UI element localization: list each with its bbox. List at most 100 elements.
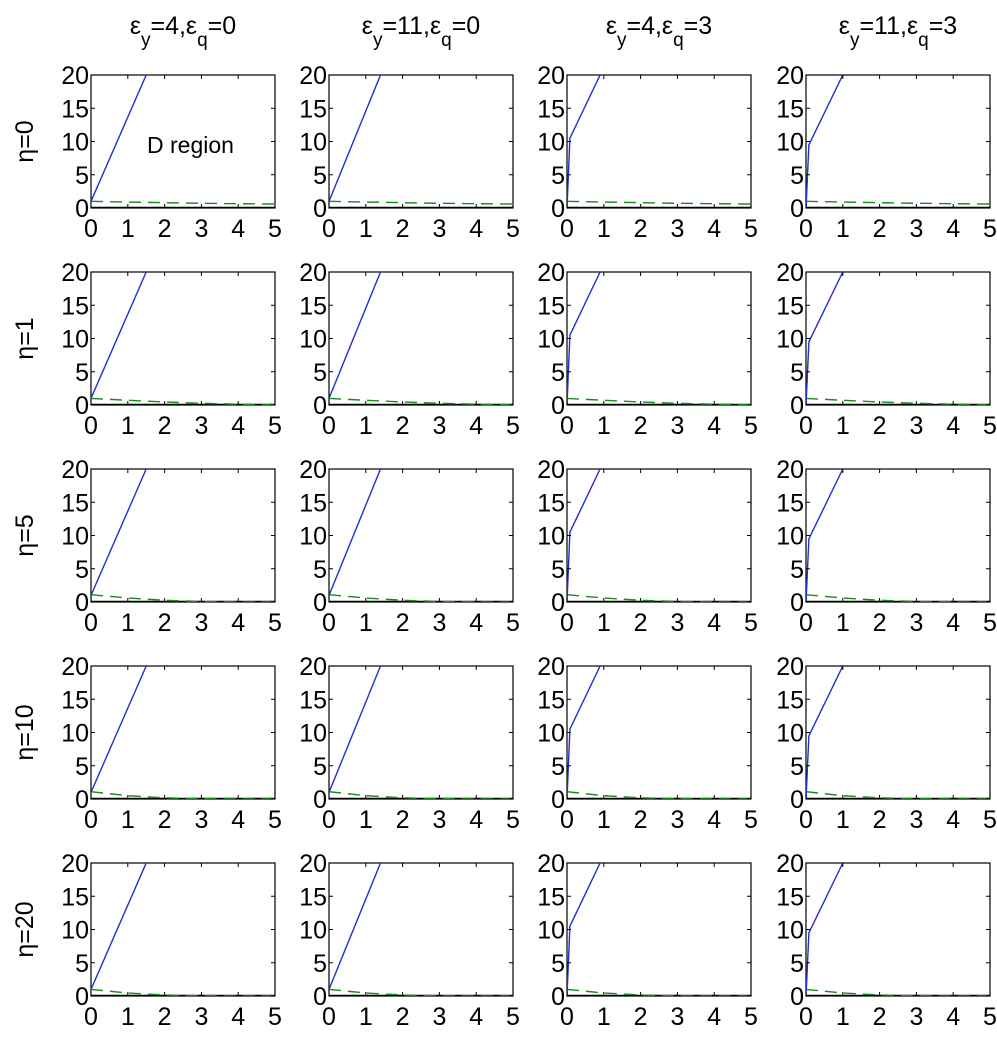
x-tick-label: 1 <box>597 609 611 637</box>
dashed-series-line <box>806 397 990 405</box>
y-tick-label: 20 <box>537 62 565 90</box>
y-tick-label: 5 <box>790 162 804 190</box>
y-tick-label: 20 <box>537 456 565 484</box>
x-tick-label: 1 <box>836 412 850 440</box>
y-tick-label: 10 <box>537 523 565 551</box>
y-tick-label: 15 <box>537 686 565 714</box>
x-tick-label: 3 <box>432 1003 446 1031</box>
plot-area <box>567 469 751 602</box>
y-tick-label: 10 <box>776 129 804 157</box>
x-tick-label: 5 <box>983 215 997 243</box>
plot-area <box>806 469 990 602</box>
axes-frame <box>90 74 276 209</box>
x-tick-label: 2 <box>396 215 410 243</box>
x-tick-label: 2 <box>634 1003 648 1031</box>
y-tick-label: 0 <box>313 392 327 420</box>
x-tick-label: 5 <box>506 215 520 243</box>
plot-area <box>567 863 751 996</box>
y-tick-label: 15 <box>299 95 327 123</box>
x-tick-label: 0 <box>322 609 336 637</box>
x-tick-label: 3 <box>194 806 208 834</box>
dashed-series-line <box>329 791 513 799</box>
x-tick-label: 5 <box>506 609 520 637</box>
x-tick-label: 4 <box>946 1003 960 1031</box>
x-tick-label: 1 <box>597 806 611 834</box>
y-tick-label: 5 <box>75 950 89 978</box>
solid-series-line <box>806 863 844 996</box>
y-tick-label: 20 <box>776 259 804 287</box>
dashed-series-line <box>91 988 275 996</box>
y-tick-label: 5 <box>75 753 89 781</box>
dashed-series-line <box>567 594 751 602</box>
x-tick-label: 2 <box>873 806 887 834</box>
x-tick-label: 2 <box>158 215 172 243</box>
y-tick-label: 15 <box>537 489 565 517</box>
x-tick-label: 4 <box>231 1003 245 1031</box>
solid-series-line <box>806 666 844 799</box>
solid-series-line <box>329 272 382 399</box>
x-tick-label: 2 <box>158 1003 172 1031</box>
axes-frame <box>805 271 991 406</box>
y-tick-label: 5 <box>551 950 565 978</box>
axes-frame <box>805 665 991 800</box>
x-tick-label: 4 <box>946 412 960 440</box>
x-tick-label: 3 <box>670 609 684 637</box>
x-tick-label: 1 <box>359 215 373 243</box>
x-tick-label: 0 <box>560 215 574 243</box>
x-tick-label: 1 <box>359 1003 373 1031</box>
x-tick-label: 2 <box>634 806 648 834</box>
plot-area <box>91 863 275 996</box>
axes-frame <box>566 665 752 800</box>
x-tick-label: 5 <box>268 215 282 243</box>
y-tick-label: 0 <box>551 195 565 223</box>
x-tick-label: 1 <box>121 215 135 243</box>
x-tick-label: 3 <box>909 412 923 440</box>
y-tick-label: 15 <box>61 95 89 123</box>
row-label: η=10 <box>11 704 39 760</box>
axes-frame <box>328 74 514 209</box>
axes-frame <box>328 271 514 406</box>
solid-series-line <box>806 469 844 602</box>
solid-series-line <box>91 272 147 399</box>
y-tick-label: 10 <box>61 326 89 354</box>
y-tick-label: 15 <box>299 883 327 911</box>
x-tick-label: 5 <box>268 1003 282 1031</box>
x-tick-label: 0 <box>799 609 813 637</box>
x-tick-label: 0 <box>799 215 813 243</box>
dashed-series-line <box>329 397 513 405</box>
x-tick-label: 4 <box>469 609 483 637</box>
y-tick-label: 20 <box>537 850 565 878</box>
x-tick-label: 3 <box>670 412 684 440</box>
y-tick-label: 15 <box>299 489 327 517</box>
x-tick-label: 5 <box>268 609 282 637</box>
y-tick-label: 20 <box>299 850 327 878</box>
y-tick-label: 20 <box>299 62 327 90</box>
plot-area <box>806 272 990 405</box>
y-tick-label: 0 <box>75 786 89 814</box>
solid-series-line <box>567 75 601 208</box>
y-tick-label: 20 <box>776 850 804 878</box>
x-tick-label: 4 <box>946 215 960 243</box>
dashed-series-line <box>806 200 990 205</box>
solid-series-line <box>806 75 844 208</box>
y-tick-label: 10 <box>776 326 804 354</box>
y-tick-label: 15 <box>61 686 89 714</box>
x-tick-label: 2 <box>873 1003 887 1031</box>
plot-area <box>806 75 990 208</box>
plot-area <box>567 666 751 799</box>
y-tick-label: 5 <box>551 162 565 190</box>
x-tick-label: 2 <box>396 412 410 440</box>
x-tick-label: 0 <box>560 412 574 440</box>
x-tick-label: 1 <box>359 412 373 440</box>
